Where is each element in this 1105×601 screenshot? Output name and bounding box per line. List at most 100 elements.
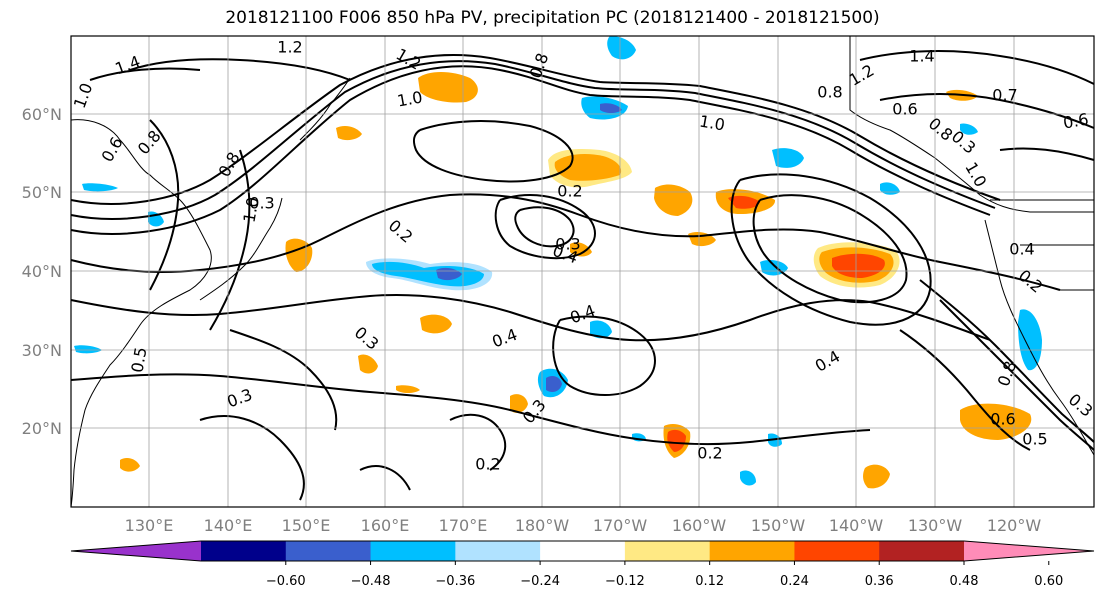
longitude-label: 120°W bbox=[987, 516, 1042, 535]
colorbar-swatch bbox=[624, 541, 711, 561]
contour-label: 0.5 bbox=[127, 346, 150, 374]
colorbar-swatch bbox=[879, 541, 965, 561]
precip-negative-patch bbox=[960, 123, 978, 135]
latitude-label: 40°N bbox=[22, 262, 62, 281]
colorbar-tick-label: −0.60 bbox=[266, 574, 306, 589]
colorbar-tick-label: 0.36 bbox=[865, 574, 894, 589]
boundary-line bbox=[990, 199, 1094, 291]
colorbar-tick-label: 0.12 bbox=[695, 574, 724, 589]
japan-coastline bbox=[199, 197, 283, 301]
longitude-label: 140°E bbox=[204, 516, 253, 535]
precip-negative-patch bbox=[372, 261, 484, 287]
pv-contour bbox=[879, 93, 1095, 129]
precip-negative-patch bbox=[546, 376, 562, 392]
contour-label: 0.3 bbox=[249, 194, 274, 213]
colorbar-swatch bbox=[540, 541, 626, 561]
contour-label: 0.2 bbox=[557, 182, 582, 201]
contour-label: 1.0 bbox=[239, 196, 262, 224]
pv-contour bbox=[89, 67, 201, 81]
pv-contour bbox=[514, 206, 575, 248]
longitude-label: 140°W bbox=[829, 516, 884, 535]
contour-label: 1.2 bbox=[277, 38, 302, 57]
precip-negative-patch bbox=[82, 183, 118, 192]
colorbar-tick-label: 0.48 bbox=[950, 574, 979, 589]
pv-contour bbox=[939, 299, 1095, 451]
precip-positive-patch bbox=[863, 464, 890, 489]
precip-negative-patch bbox=[772, 148, 804, 168]
precip-positive-patch bbox=[832, 253, 885, 278]
latitude-labels: 60°N 50°N 40°N 30°N 20°N bbox=[22, 105, 62, 438]
colorbar-tick-label: −0.48 bbox=[351, 574, 391, 589]
contour-label: 0.6 bbox=[990, 410, 1015, 429]
pv-contour bbox=[552, 315, 656, 396]
pv-contour bbox=[730, 173, 932, 326]
pv-contour bbox=[919, 279, 1095, 443]
pv-contour bbox=[70, 54, 1001, 205]
latitude-label: 20°N bbox=[22, 419, 62, 438]
precip-negative-patch bbox=[607, 36, 636, 60]
contour-label: 0.5 bbox=[1022, 430, 1047, 449]
latitude-label: 30°N bbox=[22, 341, 62, 360]
contour-label: 0.2 bbox=[475, 455, 500, 474]
contour-label: 1.4 bbox=[909, 47, 934, 66]
precip-negative-patch bbox=[590, 320, 612, 339]
precip-positive-patch bbox=[728, 195, 760, 209]
pv-contour bbox=[494, 194, 596, 260]
precip-negative-patch bbox=[600, 103, 622, 113]
pv-contour bbox=[752, 194, 908, 304]
pv-contour bbox=[149, 119, 180, 291]
contour-label: 1.0 bbox=[698, 111, 726, 134]
precip-positive-patch bbox=[396, 385, 420, 393]
pv-contour bbox=[70, 65, 991, 235]
colorbar-swatch bbox=[794, 541, 880, 561]
precip-positive-patch bbox=[420, 314, 452, 334]
plot-title: 2018121100 F006 850 hPa PV, precipitatio… bbox=[225, 8, 880, 28]
colorbar-outline bbox=[70, 540, 1095, 562]
pv-contour bbox=[359, 465, 411, 491]
longitude-labels: 130°E 140°E 150°E 160°E 170°E 180°W 170°W 160°W… bbox=[125, 516, 1042, 535]
contour-label: 0.3 bbox=[555, 235, 580, 254]
precip-positive-patch bbox=[510, 394, 528, 413]
pv-contour bbox=[999, 147, 1095, 161]
contour-label: 0.6 bbox=[1062, 109, 1090, 132]
asia-coastline bbox=[70, 119, 212, 508]
longitude-label: 170°W bbox=[593, 516, 648, 535]
longitude-label: 130°E bbox=[125, 516, 174, 535]
map-frame bbox=[70, 35, 1095, 508]
precip-positive-patch bbox=[358, 354, 378, 374]
colorbar-swatch bbox=[709, 541, 795, 561]
pv-contour bbox=[899, 329, 1031, 451]
precip-positive-patch bbox=[667, 429, 686, 452]
pv-contour bbox=[449, 413, 507, 471]
precip-positive-patch bbox=[120, 458, 140, 472]
pv-contour bbox=[412, 120, 574, 183]
pv-contour bbox=[209, 149, 251, 331]
colorbar-extend-high bbox=[964, 541, 1094, 561]
colorbar-tick-label: −0.36 bbox=[435, 574, 475, 589]
pv-contour bbox=[859, 50, 1095, 85]
pv-contour bbox=[129, 58, 351, 81]
pv-contour bbox=[70, 60, 996, 220]
longitude-label: 160°W bbox=[672, 516, 727, 535]
colorbar-tick-label: −0.12 bbox=[605, 574, 645, 589]
latitude-label: 50°N bbox=[22, 183, 62, 202]
precip-negative-patch bbox=[1018, 309, 1042, 371]
colorbar-tick-label: 0.60 bbox=[1034, 574, 1063, 589]
colorbar: −0.60 −0.48 −0.36 −0.24 −0.12 0.12 0.24 0.36 0.4… bbox=[70, 540, 1095, 589]
longitude-label: 150°W bbox=[751, 516, 806, 535]
colorbar-tick-label: −0.24 bbox=[520, 574, 560, 589]
longitude-label: 130°W bbox=[908, 516, 963, 535]
colorbar-swatch bbox=[201, 541, 287, 561]
longitude-label: 180°W bbox=[515, 516, 570, 535]
pv-contour bbox=[199, 415, 305, 501]
colorbar-swatch bbox=[285, 541, 372, 561]
map-panel: 1.21.41.00.81.21.00.80.81.00.80.61.21.40… bbox=[70, 35, 1096, 508]
graticule bbox=[71, 36, 1094, 507]
colorbar-swatch bbox=[370, 541, 456, 561]
contour-label: 0.7 bbox=[992, 86, 1017, 105]
colorbar-extend-low bbox=[71, 541, 201, 561]
latitude-label: 60°N bbox=[22, 105, 62, 124]
contour-label: 0.8 bbox=[817, 83, 842, 102]
contour-label: 1.0 bbox=[396, 87, 424, 110]
precip-positive-patch bbox=[570, 242, 592, 257]
